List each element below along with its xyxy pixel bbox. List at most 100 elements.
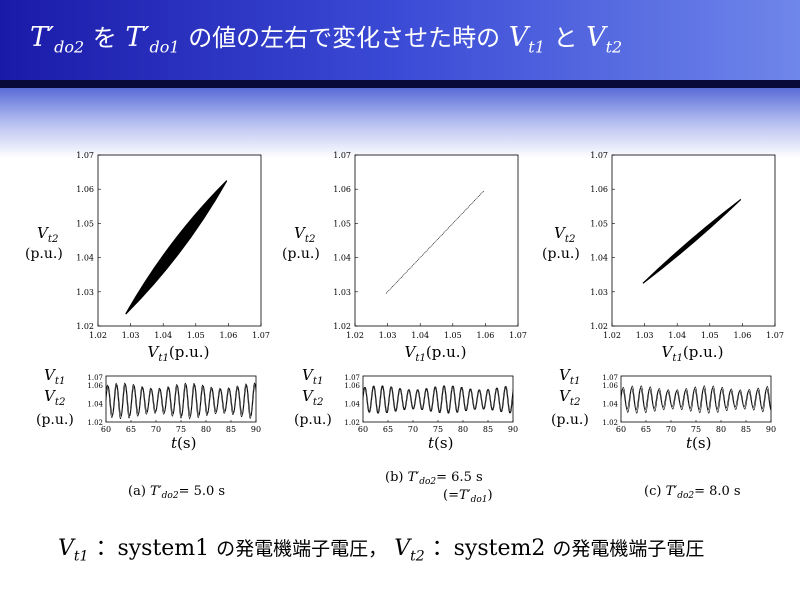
phase-ylabel-0-sub: t2 <box>48 234 59 245</box>
time-y-tick-label-0-2: 1.06 <box>87 382 103 390</box>
slide-footer: Vt1 ：system1 の発電機端子電圧， Vt2 ：system2 の発電機… <box>58 530 704 564</box>
y-tick-label-2-4: 1.06 <box>590 185 608 194</box>
x-tick-label-1-5: 1.07 <box>509 331 527 340</box>
time-ylabel2-2-var: V <box>559 387 572 405</box>
title-wo: を <box>92 24 117 52</box>
title-v2-sub: t2 <box>605 37 623 57</box>
phase-trajectory-2 <box>642 198 742 284</box>
time-y-tick-top-0: 1.07 <box>87 374 103 382</box>
time-ylabel1-0-sub: t1 <box>55 376 66 387</box>
caption-2-part-1: T′ <box>666 484 678 499</box>
time-y-tick-label-2-2: 1.06 <box>602 382 618 390</box>
x-tick-label-1-3: 1.05 <box>444 331 462 340</box>
time-x-tick-label-1-3: 75 <box>433 425 443 434</box>
phase-ylabel-unit-0: (p.u.) <box>25 246 63 262</box>
footer-jp2: の発電機端子電圧 <box>552 538 705 560</box>
caption-0-part-1: T′ <box>150 484 162 499</box>
time-xlabel-1-var: t <box>428 434 435 452</box>
footer-v1-sub: t1 <box>73 548 89 565</box>
time-x-tick-label-0-1: 65 <box>126 425 136 434</box>
phase-trajectory-0 <box>125 180 228 315</box>
caption-0-part-2: do2 <box>162 491 179 501</box>
footer-part2: ：system2 <box>431 536 546 561</box>
footer-jp1: の発電機端子電圧， <box>216 538 388 560</box>
time-ylabel-unit-1: (p.u.) <box>294 412 332 428</box>
title-var-a-sub: do2 <box>54 37 85 57</box>
phase-xlabel-2-var: V <box>662 343 675 361</box>
x-tick-label-0-2: 1.04 <box>154 331 172 340</box>
y-tick-label-0-1: 1.03 <box>76 288 94 297</box>
phase-trajectory-1 <box>385 190 484 294</box>
y-tick-label-2-2: 1.04 <box>590 254 608 263</box>
x-tick-label-1-4: 1.06 <box>476 331 494 340</box>
x-tick-label-2-0: 1.02 <box>603 331 621 340</box>
y-tick-label-2-1: 1.03 <box>590 288 608 297</box>
phase-xlabel-2-unit: (p.u.) <box>683 343 724 361</box>
time-x-tick-label-1-0: 60 <box>358 425 368 434</box>
time-y-tick-label-0-1: 1.04 <box>87 401 103 409</box>
caption-1-part-2: do2 <box>419 477 436 487</box>
time-ylabel2-1-sub: t2 <box>313 397 324 408</box>
y-tick-label-1-5: 1.07 <box>333 151 351 160</box>
caption-1-part-3: = 6.5 s <box>436 470 483 485</box>
time-y-tick-top-2: 1.07 <box>602 374 618 382</box>
time-series-1-1 <box>362 385 514 414</box>
caption-0: (a) T′do2= 5.0 s <box>128 484 225 501</box>
y-tick-label-0-0: 1.02 <box>76 322 94 331</box>
phase-xlabel-1-var: V <box>405 343 418 361</box>
phase-ylabel-1-var: V <box>294 224 307 242</box>
phase-ylabel-2-sub: t2 <box>565 234 576 245</box>
phase-ylabel-2-var: V <box>554 224 567 242</box>
time-ylabel-unit-2: (p.u.) <box>551 412 589 428</box>
footer-v1: V <box>58 536 74 561</box>
phase-ylabel-unit-2: (p.u.) <box>542 246 580 262</box>
title-v1: V <box>508 22 529 53</box>
header-gradient <box>0 88 800 158</box>
time-ylabel1-0-var: V <box>44 366 57 384</box>
time-ylabel2-1-var: V <box>302 387 315 405</box>
caption-1-line2-part-1: T′ <box>459 488 471 503</box>
time-x-tick-label-2-4: 80 <box>716 425 726 434</box>
title-v2: V <box>586 22 606 53</box>
phase-plot-frame-2 <box>611 154 776 327</box>
time-ylabel2-2: Vt2 <box>559 387 580 408</box>
time-ylabel-unit-0: (p.u.) <box>36 412 74 428</box>
time-xlabel-2-var: t <box>686 434 693 452</box>
footer-v2: V <box>394 536 411 561</box>
time-x-tick-label-2-6: 90 <box>766 425 776 434</box>
time-ylabel1-2-sub: t1 <box>570 376 581 387</box>
phase-ylabel-0: Vt2 <box>37 224 58 245</box>
x-tick-label-2-3: 1.05 <box>701 331 719 340</box>
time-x-tick-label-1-6: 90 <box>508 425 518 434</box>
title-bar <box>0 0 800 80</box>
time-y-tick-label-1-1: 1.04 <box>344 401 360 409</box>
y-tick-label-1-0: 1.02 <box>333 322 351 331</box>
y-tick-label-2-5: 1.07 <box>590 151 608 160</box>
phase-ylabel-1: Vt2 <box>294 224 315 245</box>
y-tick-label-1-2: 1.04 <box>333 254 351 263</box>
time-xlabel-0: t(s) <box>171 434 196 452</box>
time-xlabel-0-var: t <box>171 434 178 452</box>
x-tick-label-2-1: 1.03 <box>636 331 654 340</box>
time-x-tick-label-2-3: 75 <box>691 425 701 434</box>
y-tick-label-0-4: 1.06 <box>76 185 94 194</box>
time-x-tick-label-0-6: 90 <box>251 425 261 434</box>
time-xlabel-1-unit: (s) <box>434 434 453 452</box>
time-series-0-0 <box>105 383 257 418</box>
title-var-b: T′ <box>125 22 150 53</box>
phase-ylabel-2: Vt2 <box>554 224 575 245</box>
time-x-tick-label-0-5: 85 <box>226 425 236 434</box>
phase-ylabel-1-sub: t2 <box>305 234 316 245</box>
phase-xlabel-2-sub: t1 <box>672 353 683 364</box>
y-tick-label-2-0: 1.02 <box>590 322 608 331</box>
x-tick-label-1-1: 1.03 <box>379 331 397 340</box>
time-ylabel1-1: Vt1 <box>302 366 323 387</box>
caption-1-line2-part-3: ) <box>488 488 493 503</box>
caption-2-part-2: do2 <box>677 491 694 501</box>
time-ylabel2-0: Vt2 <box>44 387 65 408</box>
time-ylabel2-1: Vt2 <box>302 387 323 408</box>
time-ylabel1-2: Vt1 <box>559 366 580 387</box>
time-x-tick-label-2-0: 60 <box>616 425 626 434</box>
caption-1-line2-part-2: do1 <box>471 495 488 505</box>
